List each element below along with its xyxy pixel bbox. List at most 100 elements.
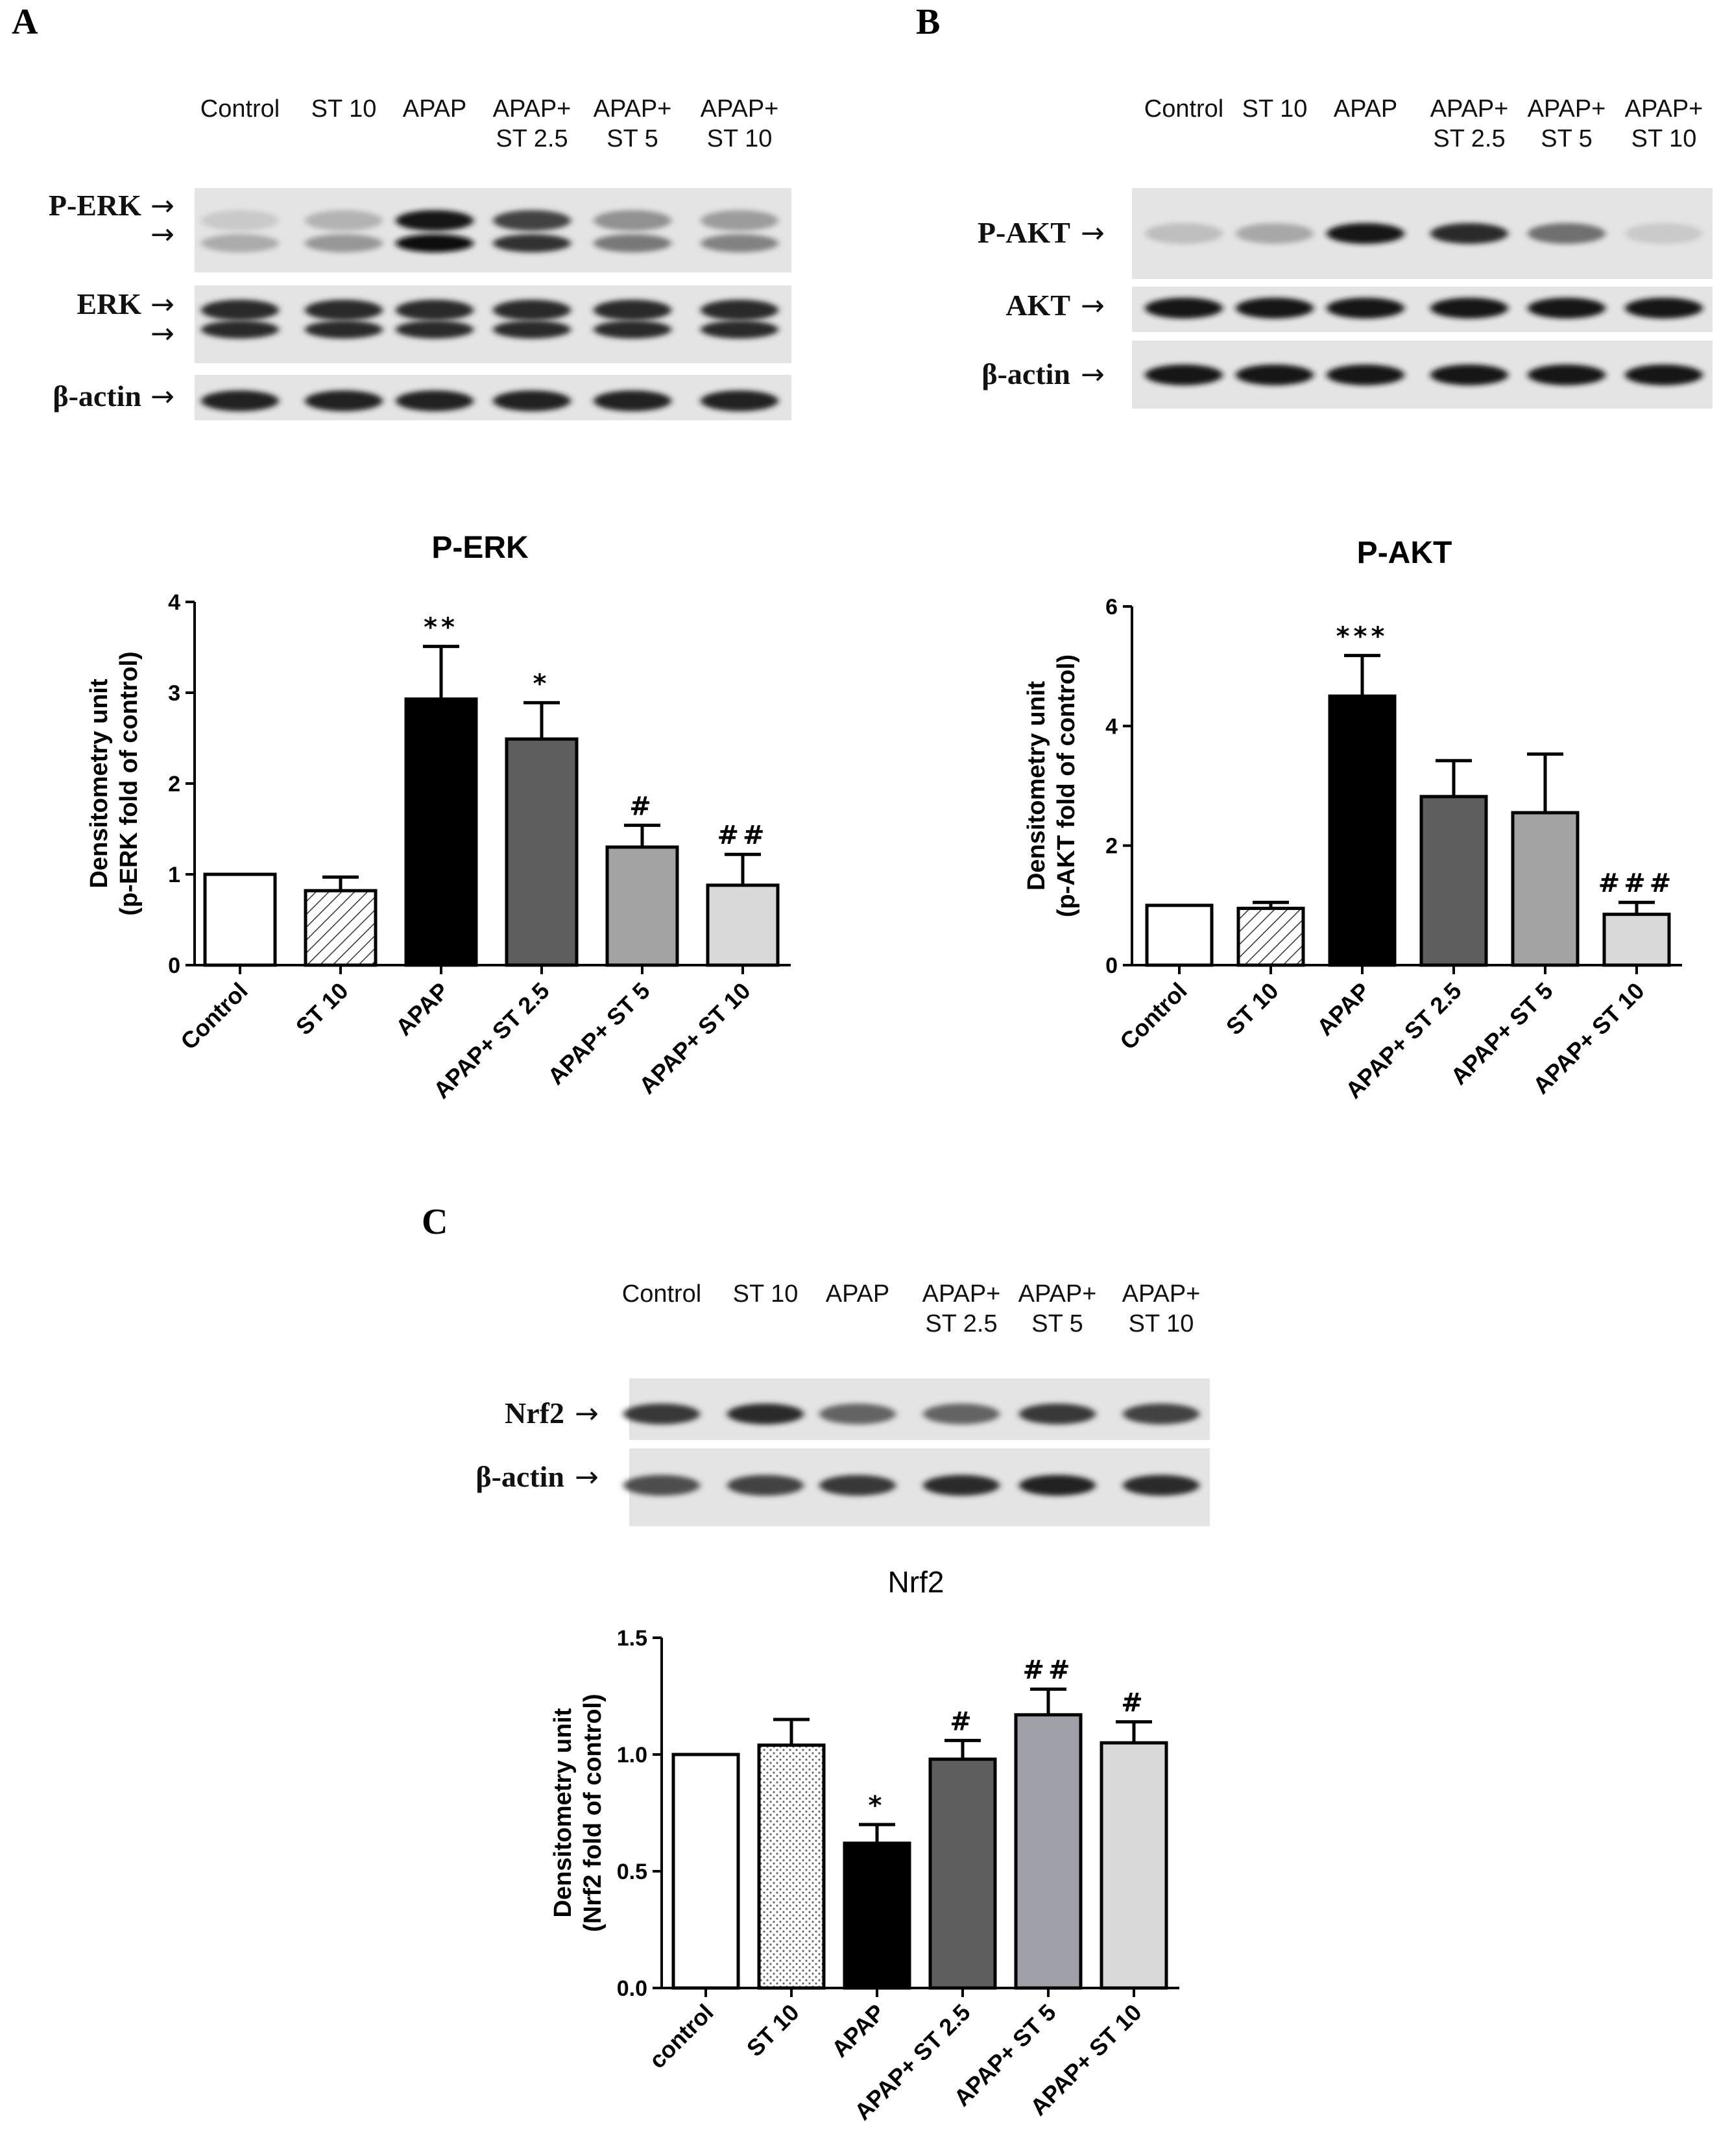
x-tick-label: APAP — [1312, 977, 1375, 1041]
bar-chart-p-erk: P-ERK Densitometry unit (p-ERK fold of con… — [86, 531, 791, 1103]
significance-marker: * — [869, 1791, 886, 1821]
blot-band — [396, 320, 474, 339]
bar-apap-st-2-5 — [928, 1757, 997, 1990]
blot-band — [594, 320, 671, 339]
significance-marker: ## — [717, 820, 768, 850]
x-tick-label: ST 10 — [1221, 977, 1284, 1040]
blot-band — [1236, 298, 1314, 318]
y-axis-label: Densitometry unit — [86, 678, 113, 888]
blot-band — [305, 320, 383, 339]
blot-strip — [629, 1448, 1210, 1526]
blot-band — [1145, 298, 1223, 318]
lane-label: APAP — [826, 1280, 890, 1308]
blot-band — [1528, 298, 1606, 318]
lane-label: APAP+ — [1018, 1280, 1097, 1308]
bar-apap — [843, 1841, 911, 1990]
y-tick-label: 2 — [168, 772, 180, 797]
arrow-icon: → — [575, 1461, 599, 1494]
blot-strip — [1132, 341, 1713, 409]
blot-band — [493, 234, 571, 252]
lane-label: ST 10 — [1631, 125, 1697, 152]
bar-apap-st-10 — [706, 883, 780, 967]
blot-band — [923, 1404, 1000, 1424]
significance-marker: # — [629, 791, 655, 821]
y-tick-label: 2 — [1105, 834, 1118, 859]
arrow-icon: → — [1081, 217, 1105, 250]
y-axis-label: Densitometry unit — [549, 1708, 577, 1917]
blot-band — [1145, 223, 1223, 244]
bar-apap-st-5 — [605, 845, 679, 967]
lane-label: APAP+ — [594, 95, 672, 123]
lane-label: ST 5 — [607, 125, 658, 152]
blot-strip — [195, 375, 791, 420]
blot-band — [1236, 223, 1314, 244]
bar-st-10 — [757, 1743, 826, 1990]
bar-apap-st-2-5 — [1419, 795, 1488, 967]
blot-band — [201, 320, 279, 339]
blot-band — [1123, 1404, 1199, 1424]
bar-chart-nrf2: Nrf2 Densitometry unit (Nrf2 fold of contr… — [549, 1565, 1179, 2125]
blot-row-label: ERK — [77, 287, 141, 320]
blot-strip — [1132, 287, 1713, 332]
blot-band — [1625, 223, 1703, 244]
arrow-icon: → — [150, 380, 174, 413]
blot-band — [594, 234, 671, 252]
lane-label: APAP+ — [1122, 1280, 1201, 1308]
blot-band — [201, 300, 279, 320]
blot-row-label: β-actin — [981, 357, 1070, 390]
lane-label: Control — [1144, 95, 1224, 123]
y-tick-label: 0 — [168, 953, 180, 978]
arrow-icon: → — [150, 189, 174, 222]
y-tick-label: 1.0 — [617, 1743, 647, 1767]
lane-label: APAP+ — [1625, 95, 1703, 123]
x-tick-label: APAP+ ST 5 — [542, 977, 655, 1090]
blot-band — [493, 300, 571, 320]
chart-title: P-ERK — [431, 531, 529, 565]
y-tick-label: 1 — [168, 863, 180, 887]
x-tick-label: APAP — [826, 1999, 890, 2063]
lane-label: ST 10 — [707, 125, 773, 152]
blot-band — [305, 300, 383, 320]
x-tick-label: ST 10 — [291, 977, 354, 1040]
panel-letter-c: C — [422, 1202, 448, 1242]
lane-label: APAP+ — [922, 1280, 1001, 1308]
blot-strip — [195, 188, 791, 272]
bar-control — [671, 1753, 740, 1990]
arrow-icon: → — [150, 317, 174, 350]
bar-control — [1145, 904, 1214, 967]
lane-label: ST 2.5 — [1433, 125, 1505, 152]
y-tick-label: 0 — [1105, 953, 1118, 978]
blot-band — [305, 210, 383, 231]
blot-band — [396, 390, 474, 411]
blot-band — [201, 210, 279, 231]
bar-st-10 — [1236, 906, 1305, 967]
blot-row-label: P-AKT — [978, 216, 1070, 249]
lane-label: ST 10 — [311, 95, 377, 123]
blot-band — [623, 1475, 700, 1496]
x-tick-label: Control — [175, 977, 252, 1055]
x-tick-label: APAP — [391, 977, 454, 1041]
y-axis-label: (Nrf2 fold of control) — [579, 1694, 607, 1932]
blot-band — [1145, 365, 1223, 385]
blot-band — [819, 1404, 896, 1424]
blot-band — [701, 210, 778, 231]
y-tick-label: 0.0 — [617, 1976, 647, 2001]
blot-row-label: β-actin — [53, 379, 141, 413]
blot-band — [396, 300, 474, 320]
lane-label: APAP — [1334, 95, 1398, 123]
bar-apap-st-2-5 — [505, 737, 579, 967]
y-tick-label: 6 — [1105, 595, 1118, 619]
bar-apap — [1328, 694, 1397, 967]
blot-band — [201, 390, 279, 411]
blot-band — [1625, 298, 1703, 318]
blot-band — [701, 320, 778, 339]
bar-chart-p-akt: P-AKT Densitometry unit (p-AKT fold of con… — [1023, 536, 1682, 1103]
significance-marker: *** — [1336, 622, 1389, 652]
blot-band — [623, 1404, 700, 1424]
blot-band — [1528, 223, 1606, 244]
blot-band — [396, 234, 474, 252]
lane-label: ST 2.5 — [496, 125, 568, 152]
